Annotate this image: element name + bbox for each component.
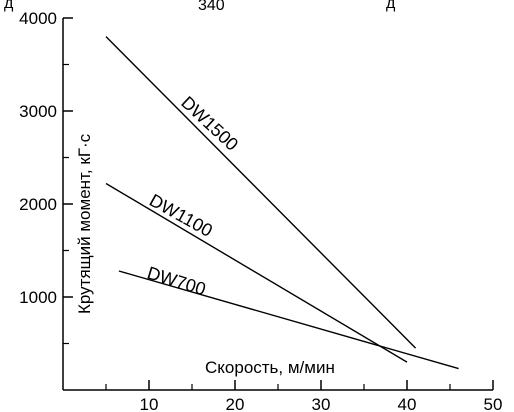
x-axis-label: Скорость, м/мин [205,358,335,377]
series-label-dw700: DW700 [145,263,208,300]
y-tick-label: 4000 [19,9,57,28]
series-label-dw1100: DW1100 [146,190,216,241]
x-tick-label: 30 [312,395,331,412]
x-tick-label: 40 [398,395,417,412]
y-tick-label: 2000 [19,195,57,214]
y-axis-label: Крутящий момент, кГ·с [75,133,94,314]
x-tick-label: 20 [226,395,245,412]
series-line-dw700 [118,270,459,370]
x-tick-label: 50 [484,395,503,412]
series-line-dw1100 [105,182,408,363]
y-tick-label: 3000 [19,102,57,121]
top-fragment-left: д [4,0,14,12]
series-lines [105,36,459,370]
top-fragment-right: д [386,0,396,12]
series-label-dw1500: DW1500 [177,92,242,154]
series-line-dw1500 [105,36,417,349]
axis-ticks [63,17,494,390]
x-tick-label: 10 [140,395,159,412]
tick-labels: 10 20 30 40 50 1000 2000 3000 4000 [19,9,502,412]
y-tick-label: 1000 [19,288,57,307]
top-fragment-center: 340 [198,0,225,14]
